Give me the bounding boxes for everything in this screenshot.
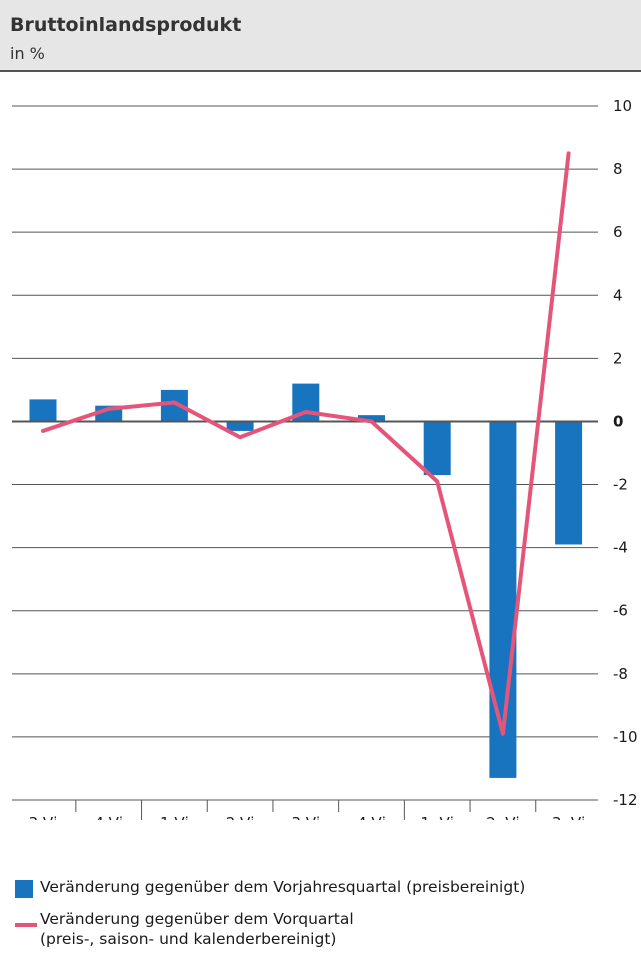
chart-title: Bruttoinlandsprodukt [10,14,242,36]
y-tick-label: -6 [613,602,628,620]
y-tick-label: 6 [613,223,623,241]
legend-label-bars: Veränderung gegenüber dem Vorjahresquart… [40,878,526,896]
legend-label-line-2: (preis-, saison- und kalenderbereinigt) [40,930,337,948]
x-tick-label: 2. Vj [486,814,520,820]
line-series [41,151,571,736]
y-tick-label: -4 [613,539,628,557]
x-tick-label: 1. Vj [420,814,454,820]
bar [358,415,385,422]
x-tick-label: 2.Vj [226,814,255,820]
x-tick-label: 1.Vj [160,814,189,820]
bar [423,421,451,476]
y-tick-label: -10 [613,728,638,746]
bar-line-chart: 10 8 6 4 2 0 -2 -4 -6 -8 -10 -12 3.Vj 4.Vj 1.Vj 2.Vj 3.V… [12,97,638,820]
x-tick-label: 3.Vj [29,814,58,820]
y-tick-label: -8 [613,665,628,683]
chart-subtitle: in % [10,44,45,63]
bar [226,421,254,431]
chart-header: Bruttoinlandsprodukt in % [0,0,641,72]
y-tick-label: 2 [613,349,623,367]
y-tick-label: 4 [613,286,623,304]
y-tick-label: 10 [613,97,632,115]
x-tick-label: 4.Vj [94,814,123,820]
legend-label-line: Veränderung gegenüber dem Vorquartal [40,910,354,928]
x-tick-label: 4.Vj [357,814,386,820]
bar [555,421,583,545]
y-tick-label: -2 [613,476,628,494]
bar [29,399,57,422]
legend-bar-swatch [15,880,33,898]
y-tick-label: 8 [613,160,623,178]
y-tick-label: 0 [613,412,623,430]
legend-line-swatch [15,923,37,927]
y-tick-label: -12 [613,791,638,809]
x-tick-label: 3. Vj [552,814,586,820]
x-tick-label: 3.Vj [291,814,320,820]
